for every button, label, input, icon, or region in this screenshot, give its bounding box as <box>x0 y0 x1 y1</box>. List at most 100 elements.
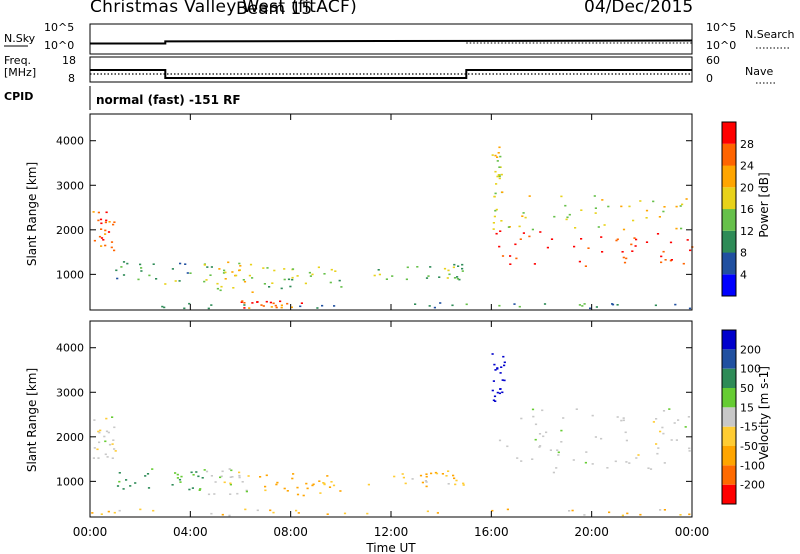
range-cell <box>264 489 267 492</box>
range-cell <box>309 275 312 277</box>
range-cell <box>210 512 213 515</box>
noise-left-bottom-tick: 10^0 <box>44 39 74 52</box>
range-cell <box>416 266 419 268</box>
range-cell <box>99 429 102 432</box>
power-colorbar-label: Power [dB] <box>757 172 771 237</box>
range-cell <box>630 243 633 246</box>
range-cell <box>429 266 432 268</box>
range-cell <box>578 304 581 306</box>
range-cell <box>494 154 497 157</box>
range-cell <box>584 265 587 267</box>
scatter-region-0 <box>92 211 116 252</box>
range-cell <box>183 307 186 310</box>
range-cell <box>279 300 282 303</box>
colorbar-swatch <box>722 187 736 210</box>
range-cell <box>112 223 115 226</box>
range-cell <box>247 475 250 477</box>
range-cell <box>97 219 100 222</box>
range-cell <box>207 307 210 310</box>
scatter-region-2 <box>203 468 250 496</box>
range-cell <box>317 266 320 269</box>
scatter-region-3 <box>259 473 342 497</box>
range-cell <box>595 306 598 308</box>
range-cell <box>401 473 404 475</box>
range-cell <box>328 486 332 488</box>
colorbar-tick-label: 4 <box>740 268 747 281</box>
range-cell <box>496 156 499 158</box>
range-cell <box>452 266 455 269</box>
colorbar-tick-label: 12 <box>740 225 754 238</box>
range-cell <box>496 175 499 178</box>
range-cell <box>329 281 332 284</box>
range-cell <box>248 307 251 309</box>
range-cell <box>100 222 103 225</box>
range-cell <box>457 265 460 267</box>
range-cell <box>155 278 158 280</box>
range-cell <box>571 509 574 512</box>
range-cell <box>203 264 206 266</box>
range-cell <box>129 485 132 487</box>
scatter-region-6 <box>161 302 692 310</box>
range-cell <box>113 249 116 252</box>
colorbar-tick-label: -15 <box>740 421 758 434</box>
range-cell <box>556 449 559 451</box>
range-cell <box>321 304 324 307</box>
colorbar-swatch <box>722 368 736 388</box>
range-cell <box>622 417 625 419</box>
range-cell <box>275 483 278 486</box>
range-cell <box>491 509 494 512</box>
range-cell <box>509 263 512 265</box>
range-cell <box>534 423 538 426</box>
range-cell <box>205 279 208 281</box>
range-cell <box>497 174 500 176</box>
range-cell <box>188 302 191 305</box>
y-tick-label: 3000 <box>56 386 84 399</box>
range-cell <box>503 361 506 364</box>
range-cell <box>312 483 315 486</box>
range-cell <box>304 282 307 285</box>
range-cell <box>435 472 439 475</box>
range-cell <box>144 475 147 477</box>
freq-line <box>90 69 692 79</box>
range-cell <box>289 285 292 288</box>
freq-series <box>90 69 692 79</box>
range-cell <box>663 206 666 208</box>
range-cell <box>93 447 96 449</box>
range-cell <box>628 205 631 208</box>
range-cell <box>224 278 227 280</box>
range-cell <box>116 485 120 487</box>
range-cell <box>491 154 494 156</box>
range-cell <box>296 275 299 277</box>
range-cell <box>500 366 503 368</box>
range-cell <box>291 268 295 270</box>
range-cell <box>532 415 535 418</box>
range-cell <box>126 262 129 265</box>
range-cell <box>241 481 244 483</box>
range-cell <box>615 239 618 242</box>
power-heatmap <box>92 146 694 310</box>
range-cell <box>685 198 688 200</box>
range-cell <box>607 205 610 208</box>
range-cell <box>654 304 657 307</box>
range-cell <box>499 155 502 158</box>
range-cell <box>663 509 666 511</box>
range-cell <box>373 274 376 277</box>
range-cell <box>291 276 294 279</box>
range-cell <box>681 203 684 206</box>
range-cell <box>228 468 231 470</box>
range-cell <box>236 492 239 495</box>
range-cell <box>111 416 114 418</box>
range-cell <box>503 364 506 367</box>
range-cell <box>333 305 336 307</box>
range-cell <box>91 512 94 514</box>
nsky-line <box>90 39 693 45</box>
range-cell <box>425 473 428 475</box>
range-cell <box>668 408 671 410</box>
range-cell <box>522 232 525 234</box>
range-cell <box>251 302 254 304</box>
x-tick-label: 16:00 <box>474 525 509 539</box>
range-cell <box>601 251 604 253</box>
range-cell <box>385 278 388 280</box>
range-cell <box>106 456 109 458</box>
range-cell <box>209 274 212 276</box>
